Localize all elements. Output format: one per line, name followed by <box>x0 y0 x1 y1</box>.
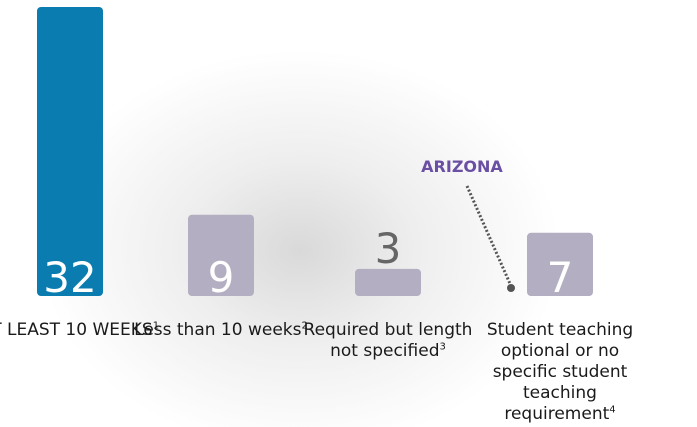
bar <box>37 7 103 296</box>
bar <box>355 268 421 296</box>
value-label: 32 <box>43 253 96 302</box>
bar <box>527 232 593 296</box>
annotation-line <box>465 185 513 287</box>
footnote-mark: 3 <box>439 341 446 353</box>
bar <box>188 214 254 296</box>
value-label: 3 <box>375 224 402 273</box>
category-text: Student teaching optional or no specific… <box>486 320 634 424</box>
category-text: Less than 10 weeks <box>134 320 302 340</box>
footnote-mark: 4 <box>609 404 616 416</box>
value-label: 7 <box>547 253 574 302</box>
category-label: Required but length not specified3 <box>298 320 478 362</box>
value-label: 9 <box>208 253 235 302</box>
annotation-dot <box>507 284 515 292</box>
category-label: Student teaching optional or no specific… <box>470 320 650 425</box>
category-label: Less than 10 weeks2 <box>131 320 311 341</box>
category-text: AT LEAST 10 WEEKS <box>0 320 153 340</box>
footnote-mark: 1 <box>152 320 160 332</box>
footnote-mark: 2 <box>301 320 308 332</box>
annotation: ARIZONA <box>421 157 503 176</box>
category-label: AT LEAST 10 WEEKS1 <box>0 320 160 341</box>
category-text: Required but length not specified <box>303 320 473 361</box>
